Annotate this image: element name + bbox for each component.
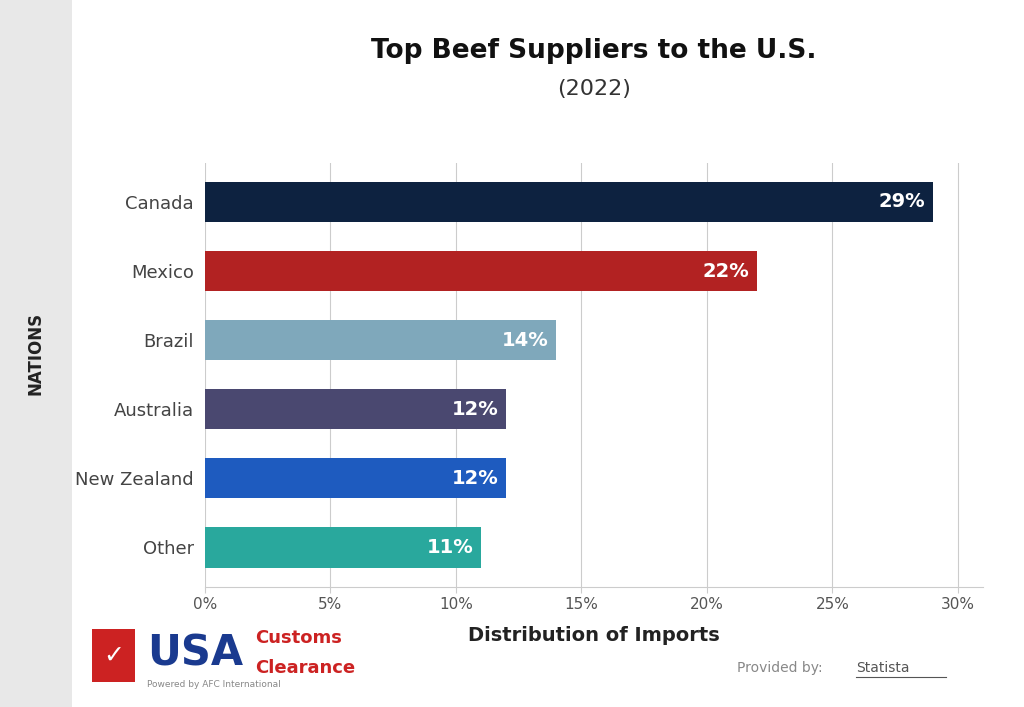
Bar bbox=[205, 320, 556, 360]
Text: 12%: 12% bbox=[452, 469, 499, 488]
Text: Top Beef Suppliers to the U.S.: Top Beef Suppliers to the U.S. bbox=[371, 37, 817, 64]
Text: 29%: 29% bbox=[879, 192, 926, 211]
Text: ✓: ✓ bbox=[103, 644, 124, 667]
Text: USA: USA bbox=[146, 633, 243, 675]
Text: Powered by AFC International: Powered by AFC International bbox=[146, 679, 281, 689]
X-axis label: Distribution of Imports: Distribution of Imports bbox=[468, 626, 720, 645]
Bar bbox=[205, 251, 757, 291]
Text: 22%: 22% bbox=[702, 262, 750, 281]
Text: (2022): (2022) bbox=[557, 79, 631, 99]
Text: 11%: 11% bbox=[427, 538, 473, 557]
Text: NATIONS: NATIONS bbox=[27, 312, 45, 395]
Bar bbox=[205, 390, 506, 429]
Text: Statista: Statista bbox=[856, 661, 909, 675]
Text: 12%: 12% bbox=[452, 399, 499, 419]
Bar bbox=[205, 182, 933, 222]
Bar bbox=[205, 458, 506, 498]
Text: Customs: Customs bbox=[256, 629, 342, 647]
FancyBboxPatch shape bbox=[92, 629, 135, 682]
Bar bbox=[205, 527, 481, 568]
Text: 14%: 14% bbox=[502, 331, 549, 350]
Text: Clearance: Clearance bbox=[256, 659, 355, 677]
Text: Provided by:: Provided by: bbox=[737, 661, 827, 675]
